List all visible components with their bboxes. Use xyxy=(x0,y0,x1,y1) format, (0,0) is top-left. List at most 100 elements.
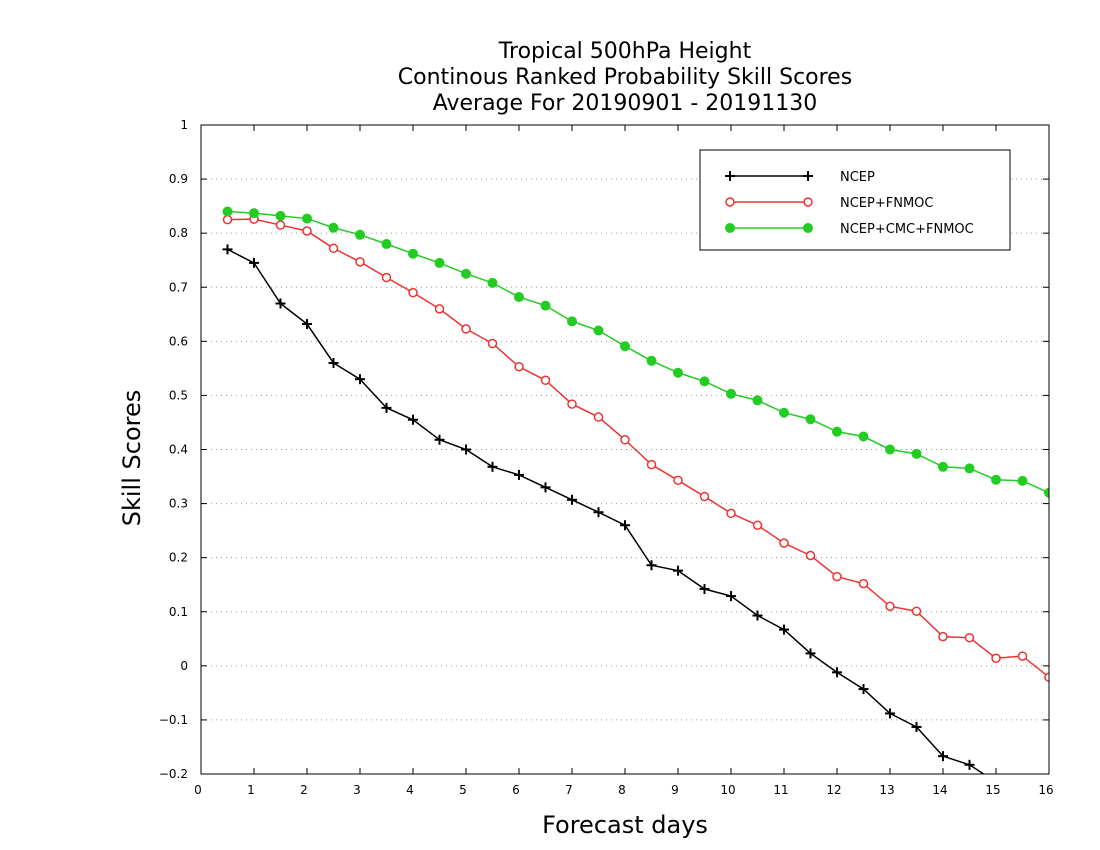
legend-box xyxy=(699,149,1011,251)
data-point xyxy=(355,257,365,267)
x-tick-label: 1 xyxy=(247,783,255,797)
y-tick-label: 0.4 xyxy=(169,443,188,457)
data-point xyxy=(673,475,683,486)
data-point xyxy=(434,257,445,268)
data-point xyxy=(858,431,869,442)
data-point xyxy=(1044,672,1049,682)
x-tick-label: 13 xyxy=(879,783,894,797)
data-point xyxy=(885,708,895,719)
x-axis-label: Forecast days xyxy=(542,811,708,839)
x-tick-label: 7 xyxy=(565,783,573,797)
data-point xyxy=(487,461,498,472)
data-point xyxy=(567,399,577,409)
data-point xyxy=(355,374,365,385)
legend-item: NCEP+FNMOC xyxy=(725,196,933,211)
data-point xyxy=(964,463,975,474)
data-point xyxy=(514,469,524,480)
data-point xyxy=(328,222,339,233)
series-layer xyxy=(222,206,1049,801)
data-point xyxy=(461,444,471,455)
series-line xyxy=(227,210,1049,494)
data-point xyxy=(408,248,418,259)
data-point xyxy=(885,601,895,612)
y-tick-label: 0.9 xyxy=(169,172,188,186)
data-point xyxy=(620,435,630,445)
data-point xyxy=(540,482,551,493)
title-line-3: Average For 20190901 - 20191130 xyxy=(433,91,818,116)
data-point xyxy=(752,395,763,406)
data-point xyxy=(991,653,1001,664)
data-point xyxy=(593,507,604,518)
x-tick-label: 0 xyxy=(194,783,202,797)
data-point xyxy=(381,402,392,413)
legend-item: NCEP+CMC+FNMOC xyxy=(725,222,974,237)
legend-marker xyxy=(803,171,813,181)
data-point xyxy=(938,631,948,642)
title-line-2: Continous Ranked Probability Skill Score… xyxy=(398,65,852,90)
legend-marker xyxy=(725,171,735,181)
data-point xyxy=(249,257,259,268)
data-point xyxy=(381,238,392,249)
data-point xyxy=(302,319,312,330)
data-point xyxy=(752,520,763,530)
data-point xyxy=(646,355,657,366)
data-point xyxy=(673,565,683,576)
data-point xyxy=(302,213,312,224)
data-point xyxy=(540,375,551,386)
data-point xyxy=(699,584,710,595)
data-point xyxy=(540,300,551,311)
data-point xyxy=(832,667,842,678)
data-point xyxy=(381,272,392,283)
gridlines xyxy=(201,178,1049,721)
x-tick-label: 16 xyxy=(1038,783,1053,797)
data-point xyxy=(328,357,339,368)
legend-label: NCEP+FNMOC xyxy=(840,196,933,211)
data-point xyxy=(938,461,948,472)
data-point xyxy=(222,214,233,225)
legend: NCEP NCEP+FNMOC NCEP+CMC+FNMOC xyxy=(699,149,1011,251)
data-point xyxy=(673,367,683,378)
x-tick-label: 11 xyxy=(773,783,788,797)
data-point xyxy=(1044,487,1049,498)
data-point xyxy=(805,648,816,659)
data-point xyxy=(249,208,259,219)
data-point xyxy=(779,624,789,635)
data-point xyxy=(726,508,736,519)
data-point xyxy=(567,316,577,327)
data-point xyxy=(779,538,789,548)
data-point xyxy=(1018,791,1028,801)
legend-label: NCEP xyxy=(840,170,875,185)
data-point xyxy=(222,206,233,217)
title-line-1: Tropical 500hPa Height xyxy=(498,39,752,64)
legend-item: NCEP xyxy=(725,170,875,185)
x-tick-label: 8 xyxy=(618,783,626,797)
data-point xyxy=(699,376,710,387)
data-point xyxy=(964,759,975,770)
y-tick-label: −0.1 xyxy=(159,713,188,727)
x-tick-label: 14 xyxy=(932,783,947,797)
data-point xyxy=(434,304,445,314)
data-point xyxy=(514,362,524,372)
data-point xyxy=(805,550,816,561)
data-point xyxy=(885,444,895,455)
y-tick-label: 0.2 xyxy=(169,551,188,565)
data-point xyxy=(805,414,816,425)
data-point xyxy=(487,277,498,288)
data-point xyxy=(858,578,869,589)
y-tick-label: 0.1 xyxy=(169,605,188,619)
data-point xyxy=(911,721,922,732)
data-point xyxy=(726,388,736,399)
data-point xyxy=(593,325,604,336)
data-point xyxy=(832,426,842,437)
data-point xyxy=(593,412,604,422)
axis-ticks: −0.2−0.100.10.20.30.40.50.60.70.80.910 1 2… xyxy=(159,118,1054,797)
series-line xyxy=(227,248,985,774)
data-point xyxy=(911,448,922,459)
legend-marker xyxy=(803,197,813,207)
x-tick-label: 5 xyxy=(459,783,467,797)
data-point xyxy=(275,298,286,309)
data-point xyxy=(620,520,630,531)
data-point xyxy=(1017,651,1028,661)
y-tick-label: 0.5 xyxy=(169,388,188,402)
data-point xyxy=(832,571,842,582)
